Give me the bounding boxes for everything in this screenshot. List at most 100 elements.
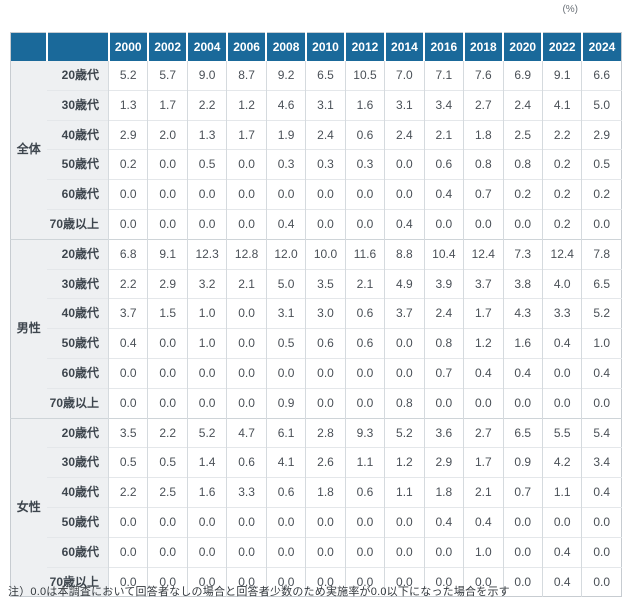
value-cell: 0.4 — [265, 208, 306, 240]
value-cell: 0.0 — [186, 506, 227, 538]
value-cell: 2.9 — [423, 447, 464, 478]
table-row: 男性 20歳代 6.8 9.1 12.3 12.8 12.0 10.0 11.6 8.8 10.4 1… — [10, 238, 622, 419]
value-cell: 3.1 — [265, 298, 306, 329]
value-cell: 2.1 — [463, 477, 504, 508]
value-cell: 0.0 — [581, 387, 622, 419]
value-cell: 0.5 — [581, 149, 622, 180]
value-cell: 3.4 — [423, 89, 464, 121]
value-cell: 0.0 — [147, 208, 188, 240]
value-cell: 0.6 — [226, 447, 267, 478]
value-cell: 5.0 — [265, 268, 306, 299]
value-cell: 0.5 — [107, 447, 148, 478]
year-header: 2018 — [462, 32, 504, 61]
value-cell: 0.0 — [107, 506, 148, 538]
table-row: 全体 20歳代 5.2 5.7 9.0 8.7 9.2 6.5 10.5 7.0 7.1 7.6 6.9… — [10, 61, 622, 240]
value-cell: 6.9 — [502, 61, 543, 91]
table-head: 2000 2002 2004 2006 2008 2010 2012 2014 2016 2018… — [10, 32, 622, 61]
table-row: 30歳代 0.5 0.5 1.4 0.6 4.1 2.6 1.1 1.2 2.9 1.7 0.9 4.2… — [11, 447, 622, 478]
value-cell: 0.0 — [463, 566, 504, 597]
year-header: 2016 — [423, 32, 464, 61]
year-header: 2010 — [304, 32, 346, 61]
value-cell: 0.6 — [265, 477, 306, 508]
value-cell: 1.2 — [226, 89, 267, 121]
table-row: 50歳代 0.2 0.0 0.5 0.0 0.3 0.3 0.3 0.0 0.6 0.8 0.8 0.2… — [11, 149, 622, 180]
value-cell: 12.0 — [265, 238, 306, 270]
year-header: 2020 — [502, 32, 543, 61]
value-cell: 1.0 — [186, 328, 227, 359]
table-container: 2000 2002 2004 2006 2008 2010 2012 2014 2016 2018… — [10, 32, 622, 598]
year-header: 2000 — [107, 32, 148, 61]
value-cell: 4.1 — [265, 447, 306, 478]
footnote: 注）0.0は本調査において回答者なしの場合と回答者少数のため実施率が0.0以下に… — [8, 586, 510, 598]
age-label: 50歳代 — [46, 149, 109, 180]
value-cell: 0.5 — [147, 447, 188, 478]
value-cell: 4.2 — [541, 447, 582, 478]
value-cell: 1.7 — [463, 298, 504, 329]
value-cell: 0.0 — [226, 506, 267, 538]
age-label: 30歳代 — [46, 89, 109, 121]
value-cell: 1.6 — [344, 89, 385, 121]
value-cell: 3.4 — [581, 447, 622, 478]
value-cell: 0.0 — [463, 387, 504, 419]
value-cell: 0.2 — [107, 149, 148, 180]
value-cell: 12.4 — [541, 238, 582, 270]
value-cell: 0.0 — [541, 506, 582, 538]
value-cell: 0.0 — [305, 387, 346, 419]
value-cell: 0.4 — [541, 566, 582, 597]
value-cell: 1.1 — [541, 477, 582, 508]
value-cell: 0.0 — [384, 536, 425, 568]
value-cell: 9.3 — [344, 417, 385, 448]
value-cell: 6.5 — [502, 417, 543, 448]
value-cell: 0.0 — [384, 149, 425, 180]
value-cell: 0.0 — [186, 179, 227, 210]
value-cell: 0.0 — [305, 208, 346, 240]
value-cell: 2.9 — [581, 119, 622, 150]
value-cell: 2.5 — [147, 477, 188, 508]
value-cell: 7.1 — [423, 61, 464, 91]
value-cell: 1.7 — [147, 89, 188, 121]
value-cell: 8.8 — [384, 238, 425, 270]
value-cell: 0.0 — [186, 566, 227, 597]
value-cell: 9.0 — [186, 61, 227, 91]
value-cell: 1.9 — [265, 119, 306, 150]
value-cell: 0.0 — [344, 208, 385, 240]
value-cell: 1.8 — [305, 477, 346, 508]
value-cell: 2.2 — [107, 268, 148, 299]
value-cell: 0.8 — [502, 149, 543, 180]
value-cell: 5.2 — [107, 61, 148, 91]
value-cell: 5.0 — [581, 89, 622, 121]
age-label: 30歳代 — [46, 268, 109, 299]
value-cell: 0.0 — [581, 506, 622, 538]
value-cell: 0.8 — [463, 149, 504, 180]
value-cell: 0.0 — [147, 387, 188, 419]
value-cell: 0.0 — [305, 506, 346, 538]
value-cell: 0.2 — [541, 179, 582, 210]
value-cell: 5.2 — [384, 417, 425, 448]
value-cell: 3.9 — [423, 268, 464, 299]
table-row: 60歳代 0.0 0.0 0.0 0.0 0.0 0.0 0.0 0.0 0.7 0.4 0.4 0.0… — [11, 357, 622, 389]
value-cell: 2.8 — [305, 417, 346, 448]
value-cell: 3.7 — [463, 268, 504, 299]
value-cell: 0.4 — [502, 357, 543, 389]
table-body: 全体 20歳代 5.2 5.7 9.0 8.7 9.2 6.5 10.5 7.0 7.1 7.6 6.9… — [10, 61, 622, 597]
value-cell: 0.4 — [581, 357, 622, 389]
group-label: 女性 — [10, 417, 47, 597]
value-cell: 1.0 — [186, 298, 227, 329]
value-cell: 3.3 — [226, 477, 267, 508]
age-label: 70歳以上 — [46, 208, 109, 240]
value-cell: 0.0 — [423, 208, 464, 240]
table-row: 40歳代 2.2 2.5 1.6 3.3 0.6 1.8 0.6 1.1 1.8 2.1 0.7 1.1… — [11, 477, 622, 508]
value-cell: 0.0 — [265, 357, 306, 389]
value-cell: 0.4 — [541, 536, 582, 568]
value-cell: 0.0 — [344, 387, 385, 419]
table-row: 50歳代 0.4 0.0 1.0 0.0 0.5 0.6 0.6 0.0 0.8 1.2 1.6 0.4… — [11, 328, 622, 359]
value-cell: 0.0 — [147, 149, 188, 180]
value-cell: 0.0 — [226, 357, 267, 389]
table-row: 70歳以上 0.0 0.0 0.0 0.0 0.0 0.0 0.0 0.0 0.0 0.0 0.0 0.… — [11, 566, 622, 597]
value-cell: 0.3 — [265, 149, 306, 180]
value-cell: 0.0 — [226, 387, 267, 419]
value-cell: 4.6 — [265, 89, 306, 121]
value-cell: 0.0 — [147, 357, 188, 389]
value-cell: 2.2 — [107, 477, 148, 508]
value-cell: 0.0 — [384, 179, 425, 210]
